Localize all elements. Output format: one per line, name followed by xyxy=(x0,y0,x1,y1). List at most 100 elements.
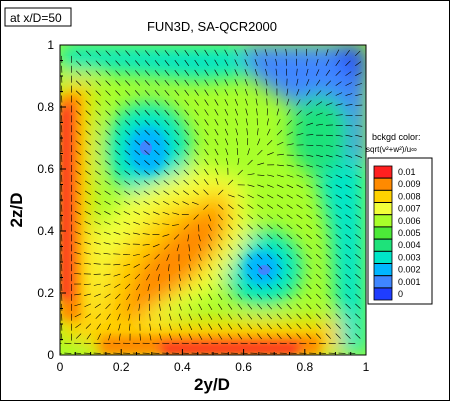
velocity-vector xyxy=(115,293,121,300)
velocity-vector xyxy=(123,211,131,215)
velocity-vector xyxy=(227,303,233,310)
velocity-vector xyxy=(85,170,92,176)
velocity-vector xyxy=(215,178,219,185)
velocity-vector xyxy=(154,90,160,96)
velocity-vector xyxy=(217,244,223,251)
velocity-vector xyxy=(296,184,303,189)
velocity-vector xyxy=(188,293,192,301)
velocity-vector xyxy=(148,293,150,301)
velocity-vector xyxy=(335,70,341,76)
velocity-vector xyxy=(315,174,323,179)
velocity-vector xyxy=(315,234,322,239)
velocity-vector xyxy=(234,59,239,66)
velocity-vector xyxy=(266,313,272,320)
velocity-vector xyxy=(345,93,353,96)
velocity-vector xyxy=(113,211,121,215)
velocity-vector xyxy=(325,194,333,199)
velocity-vector xyxy=(194,69,199,76)
velocity-vector xyxy=(204,139,209,146)
velocity-vector xyxy=(183,224,190,230)
velocity-vector xyxy=(214,59,219,66)
legend-level-label: 0.001 xyxy=(398,277,421,287)
velocity-vector xyxy=(296,78,299,86)
velocity-vector xyxy=(164,60,170,66)
velocity-vector xyxy=(194,79,199,86)
velocity-vector xyxy=(217,264,223,271)
velocity-vector xyxy=(296,234,303,240)
velocity-vector xyxy=(257,333,262,340)
velocity-vector xyxy=(315,313,322,319)
velocity-vector xyxy=(173,234,180,240)
velocity-vector xyxy=(105,130,111,136)
velocity-vector xyxy=(163,190,170,195)
velocity-vector xyxy=(237,283,243,290)
velocity-vector xyxy=(266,118,269,126)
velocity-vector xyxy=(214,128,219,136)
velocity-vector xyxy=(143,190,150,195)
velocity-vector xyxy=(164,70,170,76)
velocity-vector xyxy=(134,150,141,156)
velocity-vector xyxy=(164,139,170,146)
legend-level-label: 0.01 xyxy=(398,167,416,177)
velocity-vector xyxy=(257,273,263,280)
velocity-vector xyxy=(355,184,362,189)
velocity-vector xyxy=(286,254,293,260)
velocity-vector xyxy=(208,234,212,241)
velocity-vector xyxy=(306,313,312,320)
velocity-vector xyxy=(316,112,323,116)
velocity-vector xyxy=(335,174,343,179)
velocity-vector xyxy=(95,60,101,66)
velocity-vector xyxy=(75,180,82,186)
velocity-vector xyxy=(134,180,141,186)
velocity-vector xyxy=(208,244,213,251)
y-tick-label: 0.2 xyxy=(37,286,54,300)
velocity-vector xyxy=(135,60,141,66)
velocity-vector xyxy=(296,303,302,310)
legend-title-line2: sqrt(v²+w²)/u∞ xyxy=(366,145,417,154)
velocity-vector xyxy=(335,144,343,148)
velocity-vector xyxy=(156,264,160,271)
velocity-vector xyxy=(266,234,273,240)
velocity-vector xyxy=(325,80,332,86)
velocity-vector xyxy=(224,59,229,66)
velocity-vector xyxy=(103,273,111,276)
velocity-vector xyxy=(144,130,150,136)
velocity-vector xyxy=(286,234,293,240)
velocity-vector xyxy=(335,244,342,249)
velocity-vector xyxy=(285,58,288,66)
velocity-vector xyxy=(194,149,199,156)
velocity-vector xyxy=(266,128,271,136)
velocity-vector xyxy=(335,323,341,329)
velocity-vector xyxy=(125,50,131,57)
legend-level-label: 0.009 xyxy=(398,179,421,189)
velocity-vector xyxy=(345,224,352,229)
velocity-vector xyxy=(144,120,150,126)
velocity-vector xyxy=(74,303,82,307)
velocity-vector xyxy=(203,179,209,185)
velocity-vector xyxy=(306,303,312,310)
velocity-vector xyxy=(173,169,180,176)
velocity-vector xyxy=(266,303,272,310)
velocity-vector xyxy=(227,293,233,300)
velocity-vector xyxy=(306,164,314,168)
velocity-vector xyxy=(237,263,243,270)
velocity-vector xyxy=(266,283,273,290)
velocity-vector xyxy=(188,333,193,341)
velocity-vector xyxy=(306,58,308,66)
y-axis-label: 2z/D xyxy=(7,193,26,228)
velocity-vector xyxy=(154,80,160,86)
legend-swatch xyxy=(373,214,393,228)
velocity-vector xyxy=(237,293,243,300)
velocity-vector xyxy=(214,119,219,126)
velocity-vector xyxy=(237,169,243,176)
velocity-vector xyxy=(194,49,199,57)
velocity-vector xyxy=(85,50,92,57)
velocity-vector xyxy=(257,254,263,260)
velocity-vector xyxy=(124,100,131,106)
velocity-vector xyxy=(325,254,332,260)
velocity-vector xyxy=(227,254,233,260)
velocity-vector xyxy=(276,313,282,320)
velocity-vector xyxy=(315,48,318,56)
velocity-vector xyxy=(315,283,322,290)
velocity-vector xyxy=(208,303,213,311)
